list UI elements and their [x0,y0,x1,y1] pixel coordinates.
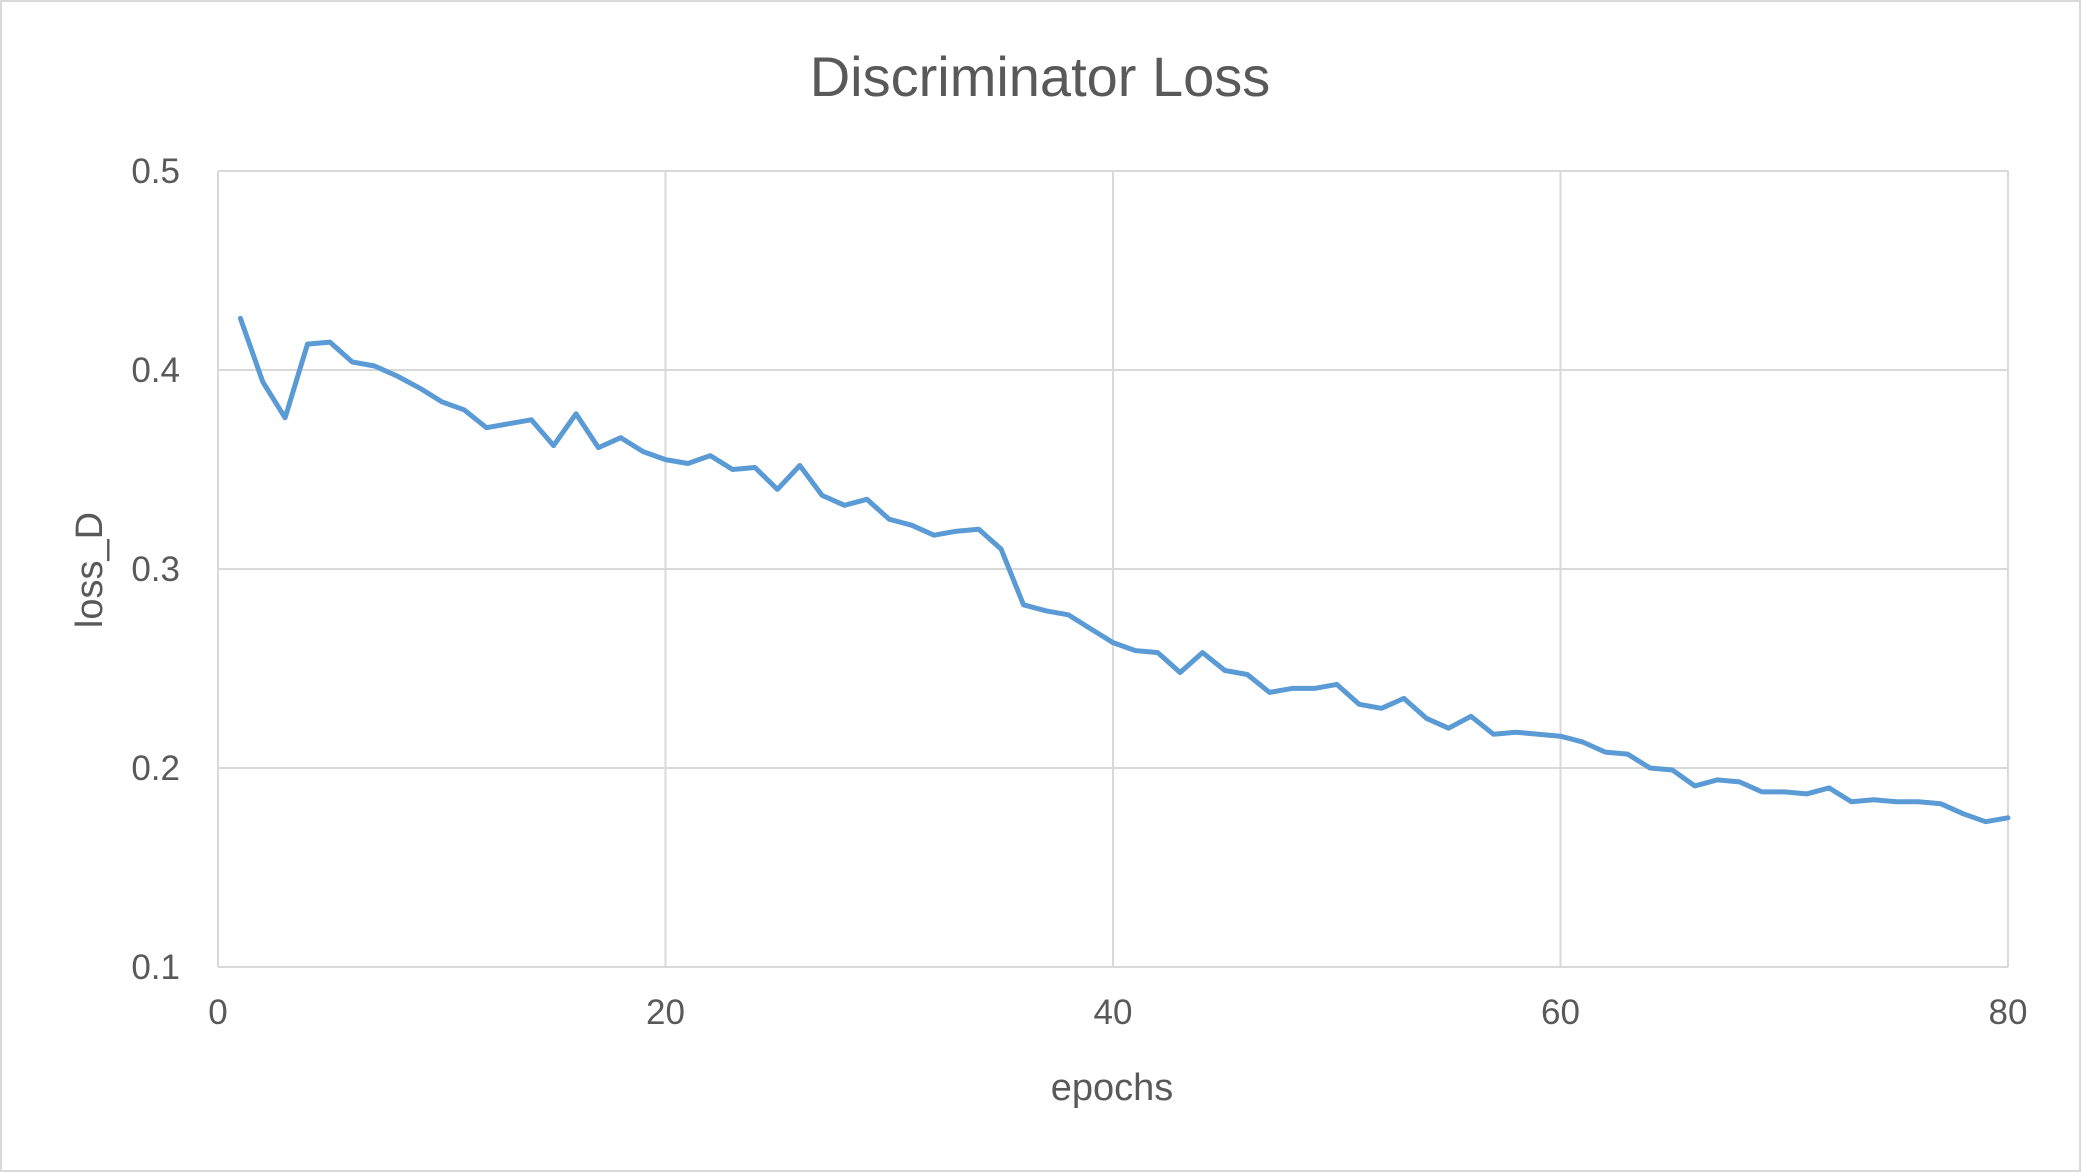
y-axis-title: loss_D [69,512,111,628]
x-tick-label: 40 [1094,993,1133,1032]
y-tick-label: 0.1 [131,948,180,987]
x-tick-label: 0 [208,993,227,1032]
series-layer [237,315,2011,825]
y-tick-label: 0.2 [131,749,180,788]
y-tick-label: 0.3 [131,550,180,589]
x-tick-label: 60 [1541,993,1580,1032]
x-tick-label: 20 [646,993,685,1032]
x-axis-title: epochs [1051,1067,1174,1109]
tick-labels: 0.1 0.2 0.3 0.4 0.5 0 20 40 60 80 [131,152,2027,1032]
chart-title: Discriminator Loss [810,45,1271,108]
y-tick-label: 0.4 [131,351,180,390]
x-tick-label: 80 [1989,993,2028,1032]
series-line [237,315,2011,825]
gridlines [217,170,2009,968]
y-tick-label: 0.5 [131,152,180,191]
